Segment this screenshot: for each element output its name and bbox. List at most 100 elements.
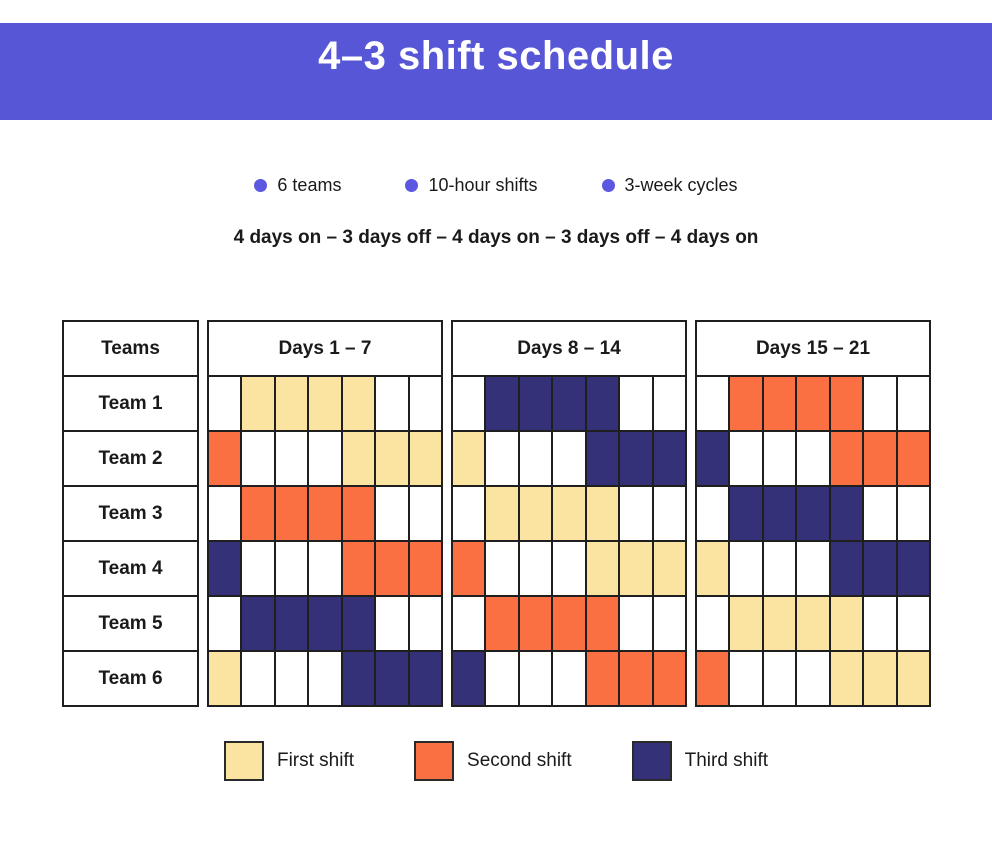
shift-cell bbox=[620, 652, 652, 705]
page-title: 4–3 shift schedule bbox=[318, 34, 674, 78]
fact-item-teams: 6 teams bbox=[254, 175, 341, 196]
team-label: Team 3 bbox=[64, 487, 197, 540]
shift-cell bbox=[864, 487, 896, 540]
page: 4–3 shift schedule 6 teams 10-hour shift… bbox=[0, 23, 992, 781]
shift-cell bbox=[553, 597, 585, 650]
fact-item-shift-length: 10-hour shifts bbox=[405, 175, 538, 196]
shift-cell bbox=[453, 377, 485, 430]
legend-item-second-shift: Second shift bbox=[414, 741, 572, 781]
shift-cell bbox=[763, 487, 796, 540]
shift-cell bbox=[486, 377, 518, 430]
shift-cell bbox=[697, 652, 729, 705]
shift-cell bbox=[653, 487, 685, 540]
shift-cell bbox=[797, 377, 829, 430]
shift-cell bbox=[864, 652, 896, 705]
shift-cell bbox=[897, 542, 929, 595]
shift-cell bbox=[309, 377, 341, 430]
shift-cell bbox=[586, 487, 619, 540]
shift-cell bbox=[486, 597, 518, 650]
bullet-icon bbox=[254, 178, 268, 192]
shift-cell bbox=[864, 597, 896, 650]
shift-cell bbox=[586, 432, 619, 485]
shift-cell bbox=[409, 377, 441, 430]
shift-cell bbox=[275, 597, 308, 650]
shift-cell bbox=[275, 542, 308, 595]
shift-cell bbox=[209, 432, 241, 485]
teams-header-cell: Teams bbox=[64, 322, 197, 375]
shift-cell bbox=[242, 432, 274, 485]
shift-cell bbox=[830, 652, 863, 705]
facts-row: 6 teams 10-hour shifts 3-week cycles bbox=[0, 174, 992, 196]
shift-cell bbox=[486, 487, 518, 540]
shift-cell bbox=[586, 597, 619, 650]
week-block-3: Days 15 – 21 bbox=[695, 320, 931, 707]
shift-cell bbox=[342, 652, 375, 705]
shift-cell bbox=[242, 377, 274, 430]
shift-cell bbox=[275, 432, 308, 485]
shift-cell bbox=[519, 652, 552, 705]
shift-cell bbox=[209, 487, 241, 540]
shift-cell bbox=[453, 432, 485, 485]
shift-cell bbox=[519, 432, 552, 485]
legend-swatch-third-shift bbox=[631, 741, 672, 781]
shift-cell bbox=[897, 597, 929, 650]
legend-swatch-second-shift bbox=[414, 741, 455, 781]
shift-cell bbox=[376, 487, 408, 540]
shift-cell bbox=[409, 487, 441, 540]
shift-cell bbox=[242, 597, 274, 650]
shift-cell bbox=[376, 377, 408, 430]
shift-cell bbox=[486, 542, 518, 595]
shift-cell bbox=[730, 542, 762, 595]
shift-cell bbox=[409, 652, 441, 705]
shift-cell bbox=[553, 432, 585, 485]
shift-cell bbox=[309, 432, 341, 485]
shift-cell bbox=[519, 542, 552, 595]
shift-cell bbox=[697, 432, 729, 485]
shift-cell bbox=[864, 432, 896, 485]
shift-cell bbox=[897, 652, 929, 705]
shift-cell bbox=[830, 377, 863, 430]
shift-cell bbox=[653, 432, 685, 485]
shift-cell bbox=[830, 597, 863, 650]
shift-cell bbox=[376, 597, 408, 650]
shift-cell bbox=[897, 377, 929, 430]
week-header-cell: Days 1 – 7 bbox=[209, 322, 441, 375]
shift-cell bbox=[553, 487, 585, 540]
shift-cell bbox=[309, 542, 341, 595]
shift-cell bbox=[697, 487, 729, 540]
shift-cell bbox=[864, 542, 896, 595]
title-banner: 4–3 shift schedule bbox=[0, 23, 992, 120]
shift-cell bbox=[653, 542, 685, 595]
shift-cell bbox=[275, 487, 308, 540]
shift-cell bbox=[897, 487, 929, 540]
team-label: Team 6 bbox=[64, 652, 197, 705]
shift-cell bbox=[519, 377, 552, 430]
shift-cell bbox=[730, 652, 762, 705]
shift-cell bbox=[519, 597, 552, 650]
shift-cell bbox=[275, 652, 308, 705]
shift-cell bbox=[620, 487, 652, 540]
shift-cell bbox=[242, 487, 274, 540]
team-label: Team 2 bbox=[64, 432, 197, 485]
shift-cell bbox=[763, 652, 796, 705]
shift-cell bbox=[342, 542, 375, 595]
shift-cell bbox=[242, 652, 274, 705]
team-label: Team 5 bbox=[64, 597, 197, 650]
shift-cell bbox=[453, 597, 485, 650]
bullet-icon bbox=[405, 178, 419, 192]
shift-cell bbox=[697, 542, 729, 595]
shift-cell bbox=[697, 597, 729, 650]
legend-item-first-shift: First shift bbox=[223, 741, 355, 781]
shift-cell bbox=[342, 432, 375, 485]
shift-cell bbox=[309, 652, 341, 705]
shift-cell bbox=[797, 487, 829, 540]
shift-cell bbox=[553, 542, 585, 595]
shift-cell bbox=[553, 377, 585, 430]
legend-label: First shift bbox=[276, 750, 355, 771]
shift-cell bbox=[763, 597, 796, 650]
shift-cell bbox=[342, 377, 375, 430]
shift-cell bbox=[763, 542, 796, 595]
shift-cell bbox=[486, 652, 518, 705]
shift-cell bbox=[897, 432, 929, 485]
shift-cell bbox=[797, 652, 829, 705]
